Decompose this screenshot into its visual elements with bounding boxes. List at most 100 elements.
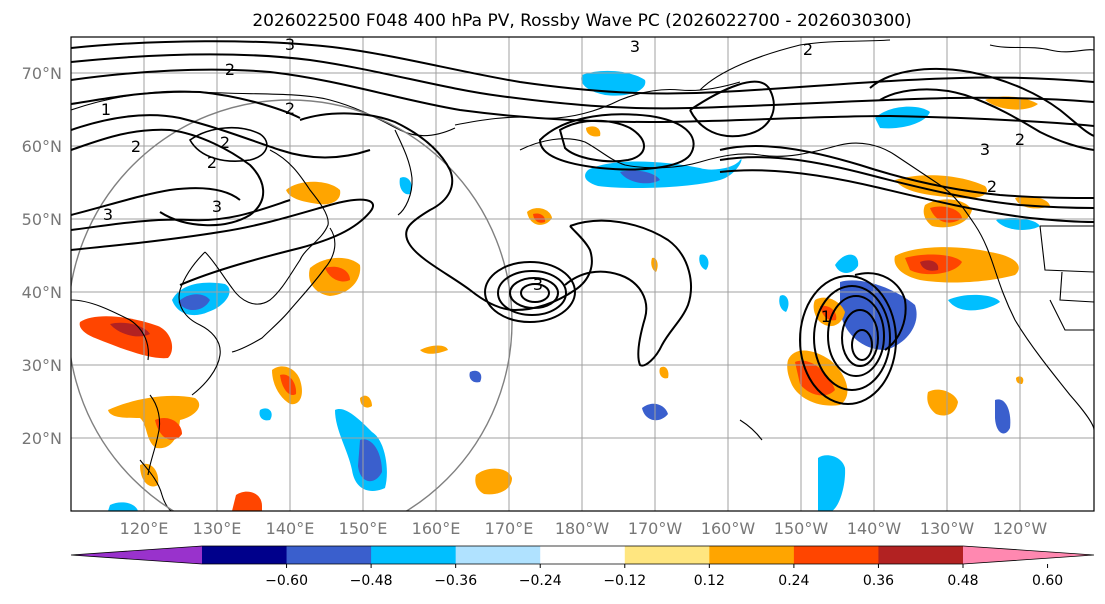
pv-contour: [719, 169, 1094, 223]
pv-contour: [719, 145, 1094, 199]
contour-label: 2: [220, 133, 230, 152]
colorbar-extend-high: [963, 546, 1094, 564]
pos-anomaly: [651, 257, 658, 272]
lon-label: 180°W: [555, 519, 610, 538]
lon-label: 120°E: [120, 519, 169, 538]
neg-anomaly: [779, 295, 789, 312]
pos-anomaly: [155, 417, 182, 440]
lon-label: 170°W: [628, 519, 683, 538]
contour-label: 2: [131, 137, 141, 156]
pv-contour: [71, 128, 265, 227]
contour-label: 3: [980, 140, 990, 159]
colorbar-tick-label: −0.60: [265, 573, 308, 589]
pos-anomaly: [586, 126, 601, 137]
figure-title: 2026022500 F048 400 hPa PV, Rossby Wave …: [252, 11, 911, 31]
pos-anomaly: [232, 491, 262, 511]
lon-label: 170°E: [485, 519, 534, 538]
map-area: 1 2 2 2 3 3 3 2 2 2 3 2 3 3 1 2: [71, 35, 1094, 511]
pv-contour: [509, 277, 559, 309]
pv-contour: [497, 270, 567, 316]
radius-circle: [71, 99, 513, 511]
lat-label: 30°N: [22, 356, 62, 375]
map-frame: [70, 36, 1095, 512]
lon-label: 140°E: [266, 519, 315, 538]
contour-label: 3: [630, 37, 640, 56]
lon-label: 120°W: [993, 519, 1048, 538]
colorbar-tick-label: 0.36: [863, 573, 894, 589]
coastline-okhotsk: [204, 149, 329, 305]
pos-anomaly: [533, 213, 546, 223]
pv-contour: [299, 112, 593, 312]
colorbar-outline: [70, 545, 1095, 565]
lat-label: 20°N: [22, 429, 62, 448]
colorbar-segment: [624, 546, 710, 564]
coastline-arctic: [699, 39, 891, 91]
pv-contour: [827, 295, 885, 377]
contour-label: 2: [207, 153, 217, 172]
neg-anomaly: [469, 370, 482, 383]
contour-label: 3: [285, 35, 295, 54]
pv-contour: [813, 285, 891, 391]
pv-contours: [71, 40, 1094, 405]
pv-contour: [71, 199, 291, 231]
colorbar-segment: [371, 546, 457, 564]
coastline-aleutians: [519, 138, 841, 169]
lon-label: 130°E: [193, 519, 242, 538]
neg-anomaly: [259, 408, 272, 421]
pos-anomaly: [140, 463, 159, 487]
pos-anomaly: [659, 366, 669, 379]
neg-anomaly: [818, 455, 846, 511]
lon-label: 160°E: [412, 519, 461, 538]
colorbar-tick-label: 0.60: [1032, 573, 1063, 589]
coastline-hawaii: [739, 419, 763, 441]
pv-contour: [71, 40, 1094, 95]
colorbar-tick-label: 0.12: [694, 573, 725, 589]
coastline-north-america-west: [839, 142, 1094, 431]
coastline-taiwan: [147, 394, 161, 476]
pos-anomaly: [79, 316, 173, 359]
contour-label: 2: [987, 177, 997, 196]
colorbar-segment: [455, 546, 541, 564]
state-borders: [1039, 225, 1094, 331]
pv-contour: [71, 198, 374, 286]
pv-contour: [484, 261, 576, 323]
colorbar-segment: [793, 546, 879, 564]
contour-label: 3: [103, 205, 113, 224]
neg-anomaly: [948, 294, 1000, 311]
pv-contour: [564, 219, 692, 367]
neg-anomaly: [620, 170, 660, 184]
latitude-labels: 70°N 60°N 50°N 40°N 30°N 20°N: [22, 64, 62, 448]
lat-label: 50°N: [22, 210, 62, 229]
lon-label: 160°W: [701, 519, 756, 538]
neg-anomaly: [581, 70, 646, 96]
lon-label: 150°W: [774, 519, 829, 538]
coastline-kamchatka: [394, 129, 413, 216]
coastline-arctic-islands: [989, 44, 1094, 53]
pv-contour: [879, 88, 1094, 151]
pos-anomaly: [325, 266, 350, 282]
coastline-japan: [231, 227, 336, 353]
pv-contour: [689, 80, 775, 138]
pos-anomaly: [420, 345, 448, 354]
lat-label: 40°N: [22, 283, 62, 302]
pv-contour: [71, 90, 301, 119]
neg-anomaly: [178, 294, 210, 311]
longitude-labels: 120°E 130°E 140°E 150°E 160°E 170°E 180°…: [120, 519, 1048, 538]
lon-label: 130°W: [920, 519, 975, 538]
neg-anomaly: [875, 106, 930, 129]
neg-anomaly: [840, 280, 917, 350]
contour-label: 2: [803, 40, 813, 59]
pv-contour: [71, 187, 241, 216]
contour-label: 2: [225, 60, 235, 79]
neg-anomaly: [358, 439, 382, 482]
colorbar-segment: [709, 546, 795, 564]
pos-anomaly: [927, 389, 958, 416]
pos-anomaly: [110, 322, 150, 337]
colorbar-extend-low: [71, 546, 202, 564]
pos-anomaly: [920, 260, 939, 271]
pv-contour: [841, 309, 879, 367]
pv-contour: [520, 283, 550, 303]
neg-anomaly: [699, 254, 709, 270]
pos-anomaly: [286, 181, 341, 205]
